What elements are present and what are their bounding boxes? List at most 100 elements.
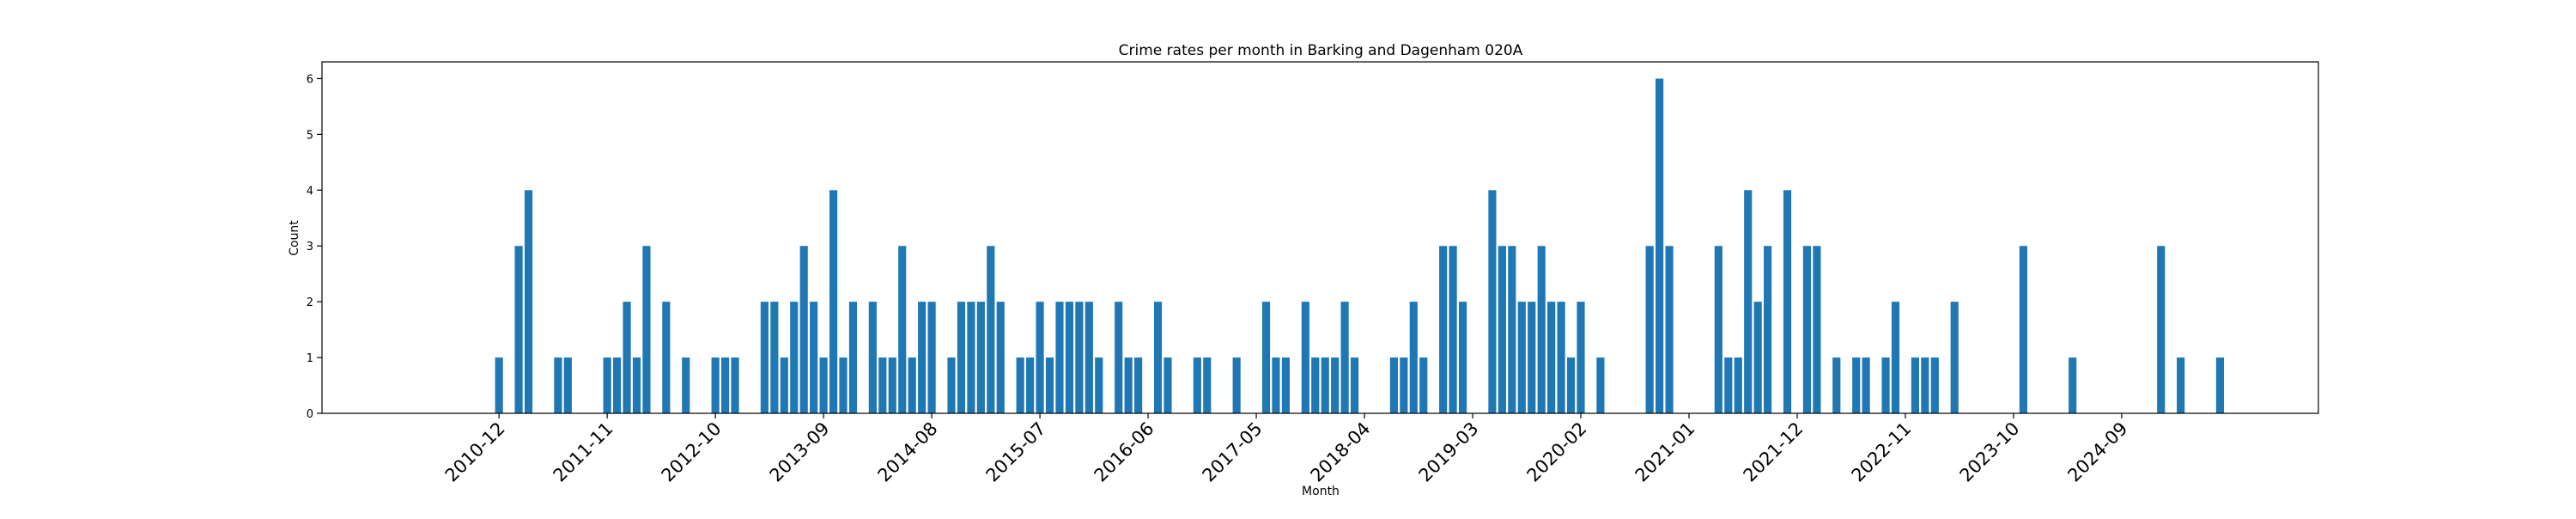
bar — [603, 357, 611, 413]
bar — [987, 246, 995, 413]
bar — [1911, 357, 1919, 413]
bar — [967, 302, 975, 413]
bar — [1045, 357, 1054, 413]
bar — [780, 357, 788, 413]
bar — [898, 246, 907, 413]
bar — [1665, 246, 1674, 413]
y-tick-label: 6 — [307, 73, 313, 86]
bar — [554, 357, 562, 413]
bar — [1261, 302, 1271, 413]
bar — [760, 302, 769, 413]
bar — [1656, 78, 1664, 413]
bar — [2215, 357, 2225, 413]
bar — [1153, 302, 1163, 413]
bar — [1557, 302, 1565, 413]
bar — [1458, 302, 1467, 413]
bar — [1950, 302, 1959, 413]
bar — [662, 302, 671, 413]
bar — [927, 302, 936, 413]
bar — [1566, 357, 1576, 413]
bar — [2019, 246, 2027, 413]
x-axis-label: Month — [1302, 485, 1340, 498]
plot-frame — [321, 61, 2319, 414]
bar — [1528, 302, 1536, 413]
bar — [1232, 357, 1241, 413]
bar — [770, 302, 779, 413]
bar — [1596, 357, 1605, 413]
bar — [1036, 302, 1044, 413]
bar — [1084, 302, 1093, 413]
bars — [495, 78, 2225, 413]
bar — [1193, 357, 1201, 413]
bar — [878, 357, 887, 413]
bar — [1321, 357, 1329, 413]
bar — [613, 357, 622, 413]
bar — [1577, 302, 1585, 413]
bar — [1517, 302, 1526, 413]
bar — [1852, 357, 1861, 413]
bar — [2177, 357, 2185, 413]
bar — [1272, 357, 1280, 413]
bar — [1783, 190, 1792, 413]
y-tick-label: 4 — [307, 185, 313, 198]
bar — [632, 357, 641, 413]
bar — [1340, 302, 1349, 413]
bar — [1449, 246, 1457, 413]
bar — [1921, 357, 1929, 413]
bar — [1281, 357, 1290, 413]
bar — [1832, 357, 1841, 413]
bar — [1930, 357, 1939, 413]
bar — [1026, 357, 1035, 413]
bar — [1115, 302, 1123, 413]
bar — [1400, 357, 1408, 413]
bar — [1498, 246, 1506, 413]
bar — [563, 357, 572, 413]
bar — [682, 357, 690, 413]
y-tick-label: 3 — [307, 241, 313, 253]
bar — [1203, 357, 1212, 413]
bar — [1095, 357, 1103, 413]
bar — [1802, 246, 1812, 413]
chart-title: Crime rates per month in Barking and Dag… — [1119, 42, 1523, 59]
bar — [1891, 302, 1900, 413]
bar — [514, 246, 523, 413]
bar — [839, 357, 848, 413]
bar — [1753, 302, 1762, 413]
bar — [1508, 246, 1516, 413]
bar — [1351, 357, 1359, 413]
y-tick-label: 1 — [307, 352, 313, 365]
y-tick-label: 5 — [307, 129, 313, 142]
bar — [819, 357, 828, 413]
bar — [1547, 302, 1556, 413]
bar — [2069, 357, 2077, 413]
bar — [918, 302, 927, 413]
bar — [1744, 190, 1753, 413]
bar — [976, 302, 985, 413]
bar — [1764, 246, 1772, 413]
bar — [1881, 357, 1890, 413]
bar — [1124, 357, 1133, 413]
bar — [1734, 357, 1742, 413]
bar — [1724, 357, 1733, 413]
bar — [1537, 246, 1546, 413]
bar — [848, 302, 858, 413]
bar — [829, 190, 838, 413]
bar — [868, 302, 877, 413]
bar — [1714, 246, 1722, 413]
bar — [1311, 357, 1320, 413]
bar — [1301, 302, 1309, 413]
bar — [888, 357, 896, 413]
bar — [1813, 246, 1821, 413]
y-axis-label: Count — [288, 220, 301, 256]
bar — [1163, 357, 1172, 413]
bar — [810, 302, 818, 413]
bar — [1055, 302, 1064, 413]
bar — [642, 246, 651, 413]
bar — [957, 302, 966, 413]
bar — [1439, 246, 1448, 413]
bar — [2157, 246, 2166, 413]
bar — [711, 357, 720, 413]
bar — [1016, 357, 1024, 413]
bar — [1134, 357, 1143, 413]
